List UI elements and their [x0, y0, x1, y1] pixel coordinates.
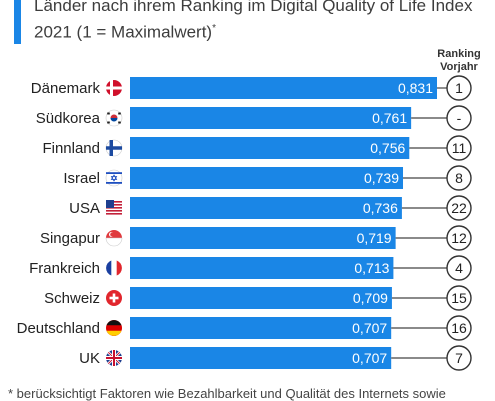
footnote: * berücksichtigt Faktoren wie Bezahlbark…: [8, 386, 446, 401]
flag-germany-icon: [106, 320, 122, 336]
bar: [130, 107, 412, 129]
category-label: Schweiz: [44, 290, 100, 307]
category-label: Deutschland: [17, 320, 100, 337]
previous-rank-label: -: [457, 110, 462, 126]
chart-title: Länder nach ihrem Ranking im Digital Qua…: [34, 0, 474, 44]
rank-circle: [446, 75, 472, 101]
category-label: Finnland: [42, 140, 100, 157]
previous-rank-label: 22: [451, 200, 467, 216]
bar: [130, 347, 392, 369]
bar: [130, 197, 402, 219]
flag-israel-icon: [105, 169, 123, 187]
title-accent-bar: [14, 0, 21, 44]
value-label: 0,756: [370, 140, 405, 156]
bar: [130, 137, 410, 159]
rank-circle: [446, 225, 472, 251]
rank-circle: [446, 285, 472, 311]
flag-france-icon: [106, 260, 122, 276]
bar: [130, 317, 392, 339]
previous-rank-label: 12: [451, 230, 467, 246]
flag-usa-icon: [106, 200, 122, 216]
category-label: Dänemark: [31, 80, 101, 97]
value-label: 0,736: [363, 200, 398, 216]
flag-denmark-icon: [106, 80, 122, 96]
category-label: Singapur: [40, 230, 100, 247]
category-label: Frankreich: [29, 260, 100, 277]
rank-circle: [446, 135, 472, 161]
value-label: 0,713: [354, 260, 389, 276]
rank-column-header: Ranking Vorjahr: [437, 48, 481, 73]
chart-title-text: Länder nach ihrem Ranking im Digital Qua…: [34, 0, 473, 42]
previous-rank-label: 1: [455, 80, 463, 96]
value-label: 0,709: [353, 290, 388, 306]
previous-rank-label: 16: [451, 320, 467, 336]
flag-uk-icon: [106, 350, 122, 366]
bar: [130, 227, 396, 249]
bar: [130, 167, 404, 189]
bar: [130, 287, 392, 309]
bar: [130, 77, 437, 99]
rank-circle: [446, 345, 472, 371]
category-label: Südkorea: [36, 110, 101, 127]
title-footnote-mark: *: [212, 23, 216, 34]
bar: [130, 257, 394, 279]
flag-finland-icon: [105, 139, 123, 157]
rank-circle: [446, 315, 472, 341]
category-label: USA: [69, 200, 100, 217]
previous-rank-label: 7: [455, 350, 463, 366]
previous-rank-label: 8: [455, 170, 463, 186]
category-label: Israel: [63, 170, 100, 187]
flag-switzerland-icon: [106, 290, 122, 306]
value-label: 0,831: [398, 80, 433, 96]
value-label: 0,761: [372, 110, 407, 126]
rank-circle: [446, 195, 472, 221]
flag-south-korea-icon: [105, 109, 123, 127]
previous-rank-label: 15: [451, 290, 467, 306]
rank-circle: [446, 255, 472, 281]
value-label: 0,719: [357, 230, 392, 246]
value-label: 0,707: [352, 320, 387, 336]
flag-singapore-icon: [105, 230, 123, 247]
previous-rank-label: 11: [452, 140, 467, 156]
value-label: 0,707: [352, 350, 387, 366]
category-label: UK: [79, 350, 100, 367]
previous-rank-label: 4: [455, 260, 463, 276]
value-label: 0,739: [364, 170, 399, 186]
rank-circle: [446, 165, 472, 191]
rank-circle: [446, 105, 472, 131]
